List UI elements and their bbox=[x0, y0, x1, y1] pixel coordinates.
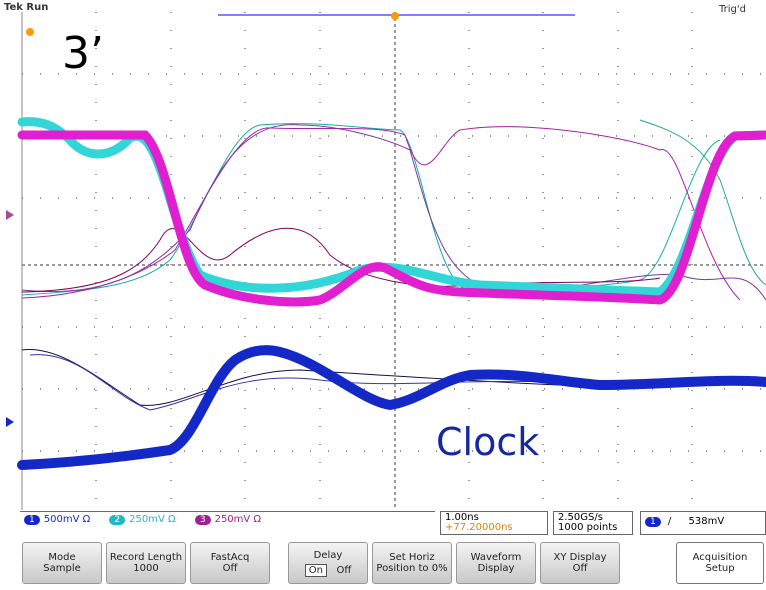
trigger-marker bbox=[391, 12, 399, 20]
channel-readouts: 1 500mV Ω 2 250mV Ω 3 250mV Ω bbox=[20, 511, 435, 535]
menu-button[interactable]: Acquisition Setup bbox=[676, 542, 764, 584]
trigger-readout: 1 / 538mV bbox=[640, 511, 766, 535]
screen-bg bbox=[0, 0, 766, 510]
button-label: Delay bbox=[289, 550, 367, 561]
channel-number: 2 bbox=[109, 515, 125, 525]
channel-scale: 250mV Ω bbox=[129, 514, 176, 525]
trigger-level: 538mV bbox=[688, 516, 724, 527]
channel-number: 3 bbox=[195, 515, 211, 525]
timebase: 1.00ns+77.20000ns bbox=[440, 511, 548, 535]
run-status: Tek Run bbox=[4, 2, 48, 13]
button-value: Off bbox=[191, 563, 269, 574]
time-position: +77.20000ns bbox=[445, 523, 543, 533]
scope-screen: Tek Run Trig'd 3’ Clock 1 500mV Ω 2 250mV … bbox=[0, 0, 766, 590]
button-label: FastAcq bbox=[191, 552, 269, 563]
menu-button[interactable]: Waveform Display bbox=[456, 542, 536, 584]
option: Off bbox=[337, 565, 352, 576]
trigger-status: Trig'd bbox=[719, 4, 746, 15]
annotation: Clock bbox=[436, 420, 539, 464]
channel-scale: 500mV Ω bbox=[44, 514, 91, 525]
button-value: Sample bbox=[23, 563, 101, 574]
menu-button[interactable]: Delay On Off bbox=[288, 542, 368, 584]
option-selected: On bbox=[305, 564, 327, 577]
channel-scale: 250mV Ω bbox=[215, 514, 262, 525]
trigger-slope: / bbox=[668, 516, 671, 527]
menu-button[interactable]: Set Horiz Position to 0% bbox=[372, 542, 452, 584]
annotation: 3’ bbox=[62, 28, 104, 79]
trigger-channel: 1 bbox=[645, 517, 661, 527]
graticule-display bbox=[0, 0, 766, 510]
button-label: Waveform Display bbox=[457, 552, 535, 574]
channel-number: 1 bbox=[24, 515, 40, 525]
button-value: 1000 bbox=[107, 563, 185, 574]
button-label: XY Display bbox=[541, 552, 619, 563]
trigger-point bbox=[26, 28, 34, 36]
button-label: Acquisition Setup bbox=[677, 552, 763, 574]
button-label: Mode bbox=[23, 552, 101, 563]
record-points: 1000 points bbox=[558, 523, 628, 533]
button-value: Off bbox=[541, 563, 619, 574]
button-label: Record Length bbox=[107, 552, 185, 563]
button-label: Set Horiz Position to 0% bbox=[373, 552, 451, 574]
